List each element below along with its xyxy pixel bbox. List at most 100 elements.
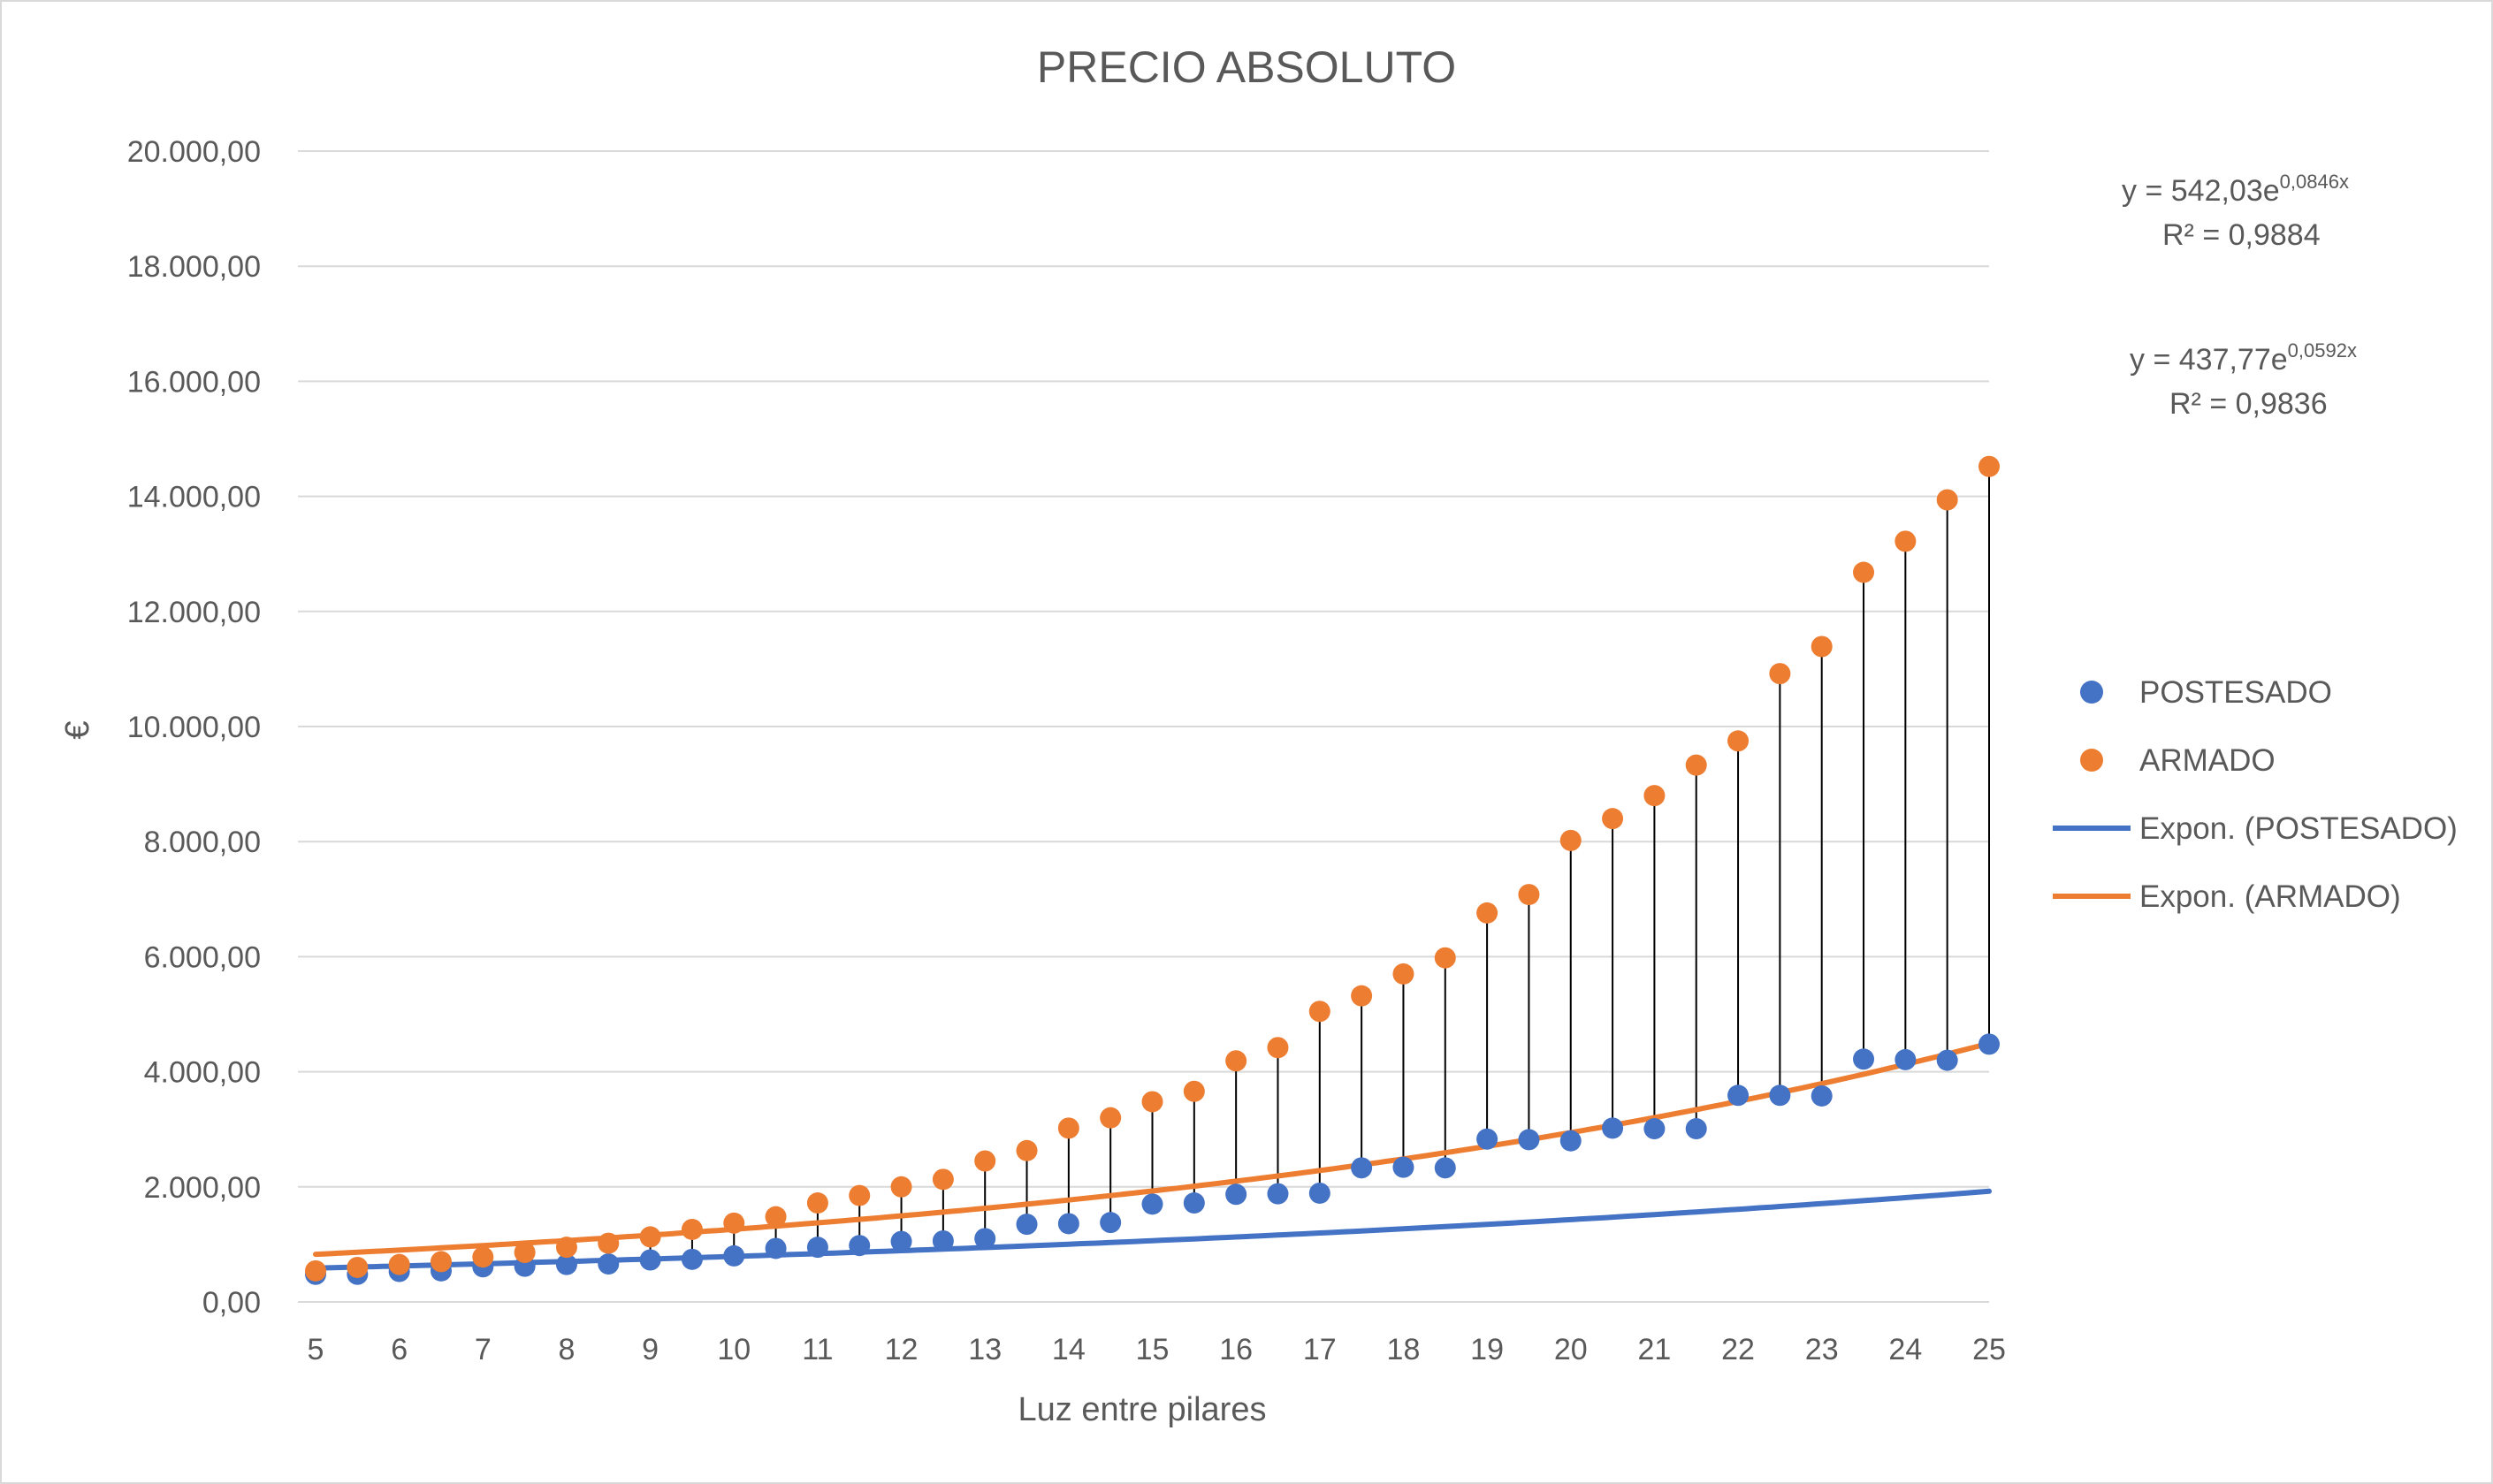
point-postesado	[1518, 1129, 1540, 1151]
y-axis-tick-labels: 0,00 2.000,00 4.000,00 6.000,00 8.000,00 10.0…	[127, 135, 261, 1320]
r-squared-armado: R² = 0,9884	[2162, 218, 2321, 252]
point-postesado	[1476, 1128, 1498, 1150]
point-armado	[1267, 1037, 1289, 1059]
x-tick-label: 16	[1219, 1333, 1253, 1366]
point-postesado	[1392, 1156, 1414, 1178]
x-tick-label: 18	[1387, 1333, 1421, 1366]
legend-marker-armado	[2080, 749, 2103, 772]
legend-label-trend-armado: Expon. (ARMADO)	[2139, 879, 2401, 914]
point-postesado	[723, 1244, 745, 1267]
point-postesado	[1267, 1183, 1289, 1205]
point-armado	[347, 1256, 369, 1278]
point-postesado	[1308, 1182, 1330, 1204]
trendline-armado	[313, 1040, 1992, 1258]
trendline-equation-postesado: y = 437,77e0,0592x R² = 0,9836	[2130, 339, 2357, 421]
trendline-equation-armado: y = 542,03e0,0846x R² = 0,9884	[2122, 171, 2349, 252]
point-armado	[1308, 1001, 1330, 1023]
equation-postesado-exponent: 0,0592x	[2288, 339, 2357, 361]
point-postesado	[1936, 1049, 1958, 1071]
x-tick-label: 14	[1052, 1333, 1086, 1366]
point-armado	[1559, 829, 1582, 851]
point-postesado	[1225, 1183, 1247, 1206]
x-tick-label: 11	[802, 1333, 833, 1366]
point-armado	[1518, 884, 1540, 906]
point-postesado	[1141, 1193, 1163, 1215]
x-tick-label: 15	[1136, 1333, 1170, 1366]
equation-armado-exponent: 0,0846x	[2280, 171, 2349, 193]
point-armado	[1225, 1050, 1247, 1072]
y-tick-label: 0,00	[202, 1286, 261, 1320]
r-squared-postesado: R² = 0,9836	[2169, 387, 2328, 421]
point-postesado	[1057, 1213, 1079, 1235]
legend: POSTESADO ARMADO Expon. (POSTESADO) Expo…	[2053, 675, 2458, 914]
point-postesado	[1685, 1118, 1707, 1140]
point-postesado	[1978, 1033, 2000, 1055]
point-armado	[1476, 902, 1498, 924]
x-tick-label: 13	[968, 1333, 1002, 1366]
point-postesado	[1559, 1130, 1582, 1152]
point-armado	[932, 1168, 954, 1191]
x-tick-label: 25	[1972, 1333, 2006, 1366]
legend-label-armado: ARMADO	[2139, 743, 2276, 778]
x-tick-label: 24	[1888, 1333, 1922, 1366]
point-postesado	[890, 1230, 912, 1252]
point-armado	[1351, 985, 1373, 1007]
legend-label-trend-postesado: Expon. (POSTESADO)	[2139, 811, 2458, 846]
x-tick-label: 5	[308, 1333, 324, 1366]
trendlines	[313, 1040, 1992, 1271]
point-armado	[1685, 754, 1707, 776]
chart-title: PRECIO ABSOLUTO	[1037, 42, 1456, 92]
point-postesado	[1769, 1084, 1791, 1107]
x-tick-label: 12	[885, 1333, 919, 1366]
point-armado	[1769, 663, 1791, 685]
y-tick-label: 8.000,00	[144, 826, 261, 859]
point-postesado	[1434, 1157, 1456, 1179]
point-postesado	[598, 1253, 620, 1275]
point-armado	[849, 1184, 871, 1206]
point-armado	[1434, 947, 1456, 969]
x-tick-label: 17	[1303, 1333, 1337, 1366]
point-armado	[430, 1251, 452, 1273]
legend-marker-postesado	[2080, 681, 2103, 704]
point-armado	[890, 1176, 912, 1198]
y-tick-label: 18.000,00	[127, 250, 261, 284]
data-points	[305, 455, 2000, 1285]
y-tick-label: 12.000,00	[127, 596, 261, 629]
point-armado	[1016, 1139, 1038, 1161]
x-tick-label: 19	[1470, 1333, 1504, 1366]
point-armado	[1895, 530, 1917, 552]
y-tick-label: 14.000,00	[127, 481, 261, 514]
point-armado	[555, 1237, 577, 1259]
point-postesado	[1811, 1084, 1833, 1107]
svg-text:y = 542,03e0,0846x: y = 542,03e0,0846x	[2122, 171, 2349, 208]
x-tick-label: 21	[1637, 1333, 1671, 1366]
point-armado	[1643, 785, 1666, 807]
point-postesado	[1643, 1118, 1666, 1140]
point-postesado	[639, 1249, 661, 1271]
point-armado	[388, 1253, 410, 1275]
gridlines	[298, 150, 1989, 1303]
x-tick-label: 23	[1805, 1333, 1839, 1366]
point-postesado	[1602, 1117, 1624, 1139]
point-armado	[1100, 1107, 1122, 1129]
legend-label-postesado: POSTESADO	[2139, 675, 2332, 710]
point-postesado	[1853, 1048, 1875, 1070]
equation-postesado: y = 437,77e	[2130, 343, 2288, 377]
point-armado	[1936, 489, 1958, 511]
x-tick-label: 6	[391, 1333, 408, 1366]
point-postesado	[1727, 1084, 1750, 1107]
svg-text:y = 437,77e0,0592x: y = 437,77e0,0592x	[2130, 339, 2357, 377]
y-tick-label: 16.000,00	[127, 365, 261, 399]
y-tick-label: 4.000,00	[144, 1056, 261, 1090]
point-armado	[1602, 808, 1624, 830]
y-tick-label: 20.000,00	[127, 135, 261, 169]
point-armado	[723, 1212, 745, 1234]
point-postesado	[849, 1235, 871, 1257]
x-tick-label: 20	[1554, 1333, 1588, 1366]
point-armado	[1183, 1080, 1205, 1102]
y-tick-label: 10.000,00	[127, 711, 261, 744]
y-tick-label: 2.000,00	[144, 1171, 261, 1205]
point-postesado	[1183, 1192, 1205, 1214]
point-armado	[1978, 455, 2000, 477]
